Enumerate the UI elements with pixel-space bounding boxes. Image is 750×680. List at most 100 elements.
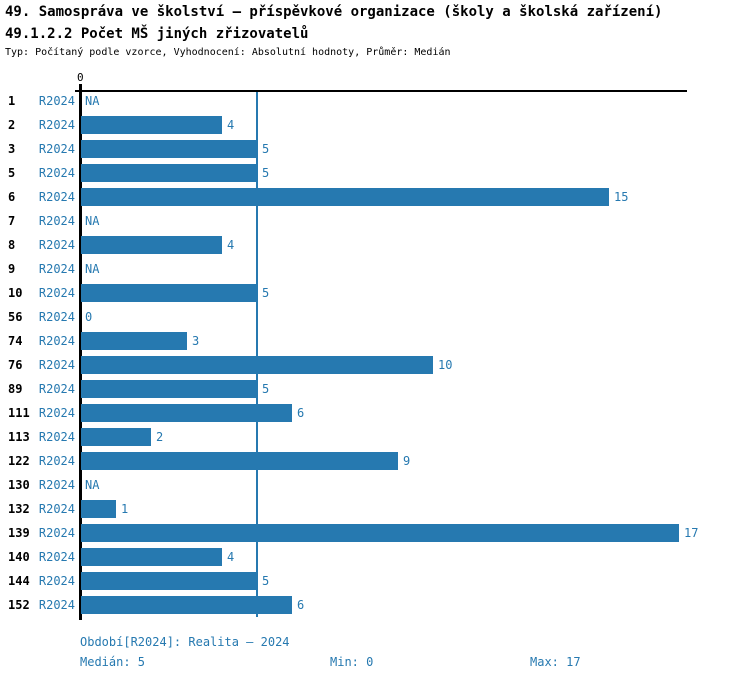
- bar: [81, 140, 257, 158]
- row-category-label: 152: [8, 598, 30, 612]
- bar-row: 122 R2024 9: [0, 449, 750, 473]
- bar: [81, 284, 257, 302]
- row-series-label: R2024: [38, 142, 75, 156]
- bar-row: 8 R2024 4: [0, 233, 750, 257]
- row-category-label: 9: [8, 262, 16, 276]
- bar-row: 5 R2024 5: [0, 161, 750, 185]
- bar-row: 144 R2024 5: [0, 569, 750, 593]
- page-title: 49. Samospráva ve školství – příspěvkové…: [5, 4, 663, 20]
- bar-value-label: 5: [262, 286, 270, 300]
- bar: [81, 572, 257, 590]
- row-category-label: 5: [8, 166, 16, 180]
- row-series-label: R2024: [38, 598, 75, 612]
- bar-value-label: 5: [262, 142, 270, 156]
- bar-value-label: 0: [85, 310, 93, 324]
- row-series-label: R2024: [38, 310, 75, 324]
- row-series-label: R2024: [38, 214, 75, 228]
- row-category-label: 7: [8, 214, 16, 228]
- bar-value-label: 6: [297, 598, 305, 612]
- bar-value-label: 3: [192, 334, 200, 348]
- bar: [81, 404, 292, 422]
- bar: [81, 116, 222, 134]
- bar: [81, 164, 257, 182]
- row-series-label: R2024: [38, 478, 75, 492]
- bar: [81, 500, 116, 518]
- x-axis-line: [75, 90, 687, 92]
- row-series-label: R2024: [38, 502, 75, 516]
- row-series-label: R2024: [38, 526, 75, 540]
- row-category-label: 8: [8, 238, 16, 252]
- row-series-label: R2024: [38, 94, 75, 108]
- row-category-label: 2: [8, 118, 16, 132]
- row-category-label: 10: [8, 286, 23, 300]
- bar-row: 111 R2024 6: [0, 401, 750, 425]
- row-series-label: R2024: [38, 166, 75, 180]
- row-category-label: 122: [8, 454, 30, 468]
- bar: [81, 188, 609, 206]
- bar-row: 3 R2024 5: [0, 137, 750, 161]
- bar-row: 1 R2024 NA: [0, 89, 750, 113]
- bar-row: 2 R2024 4: [0, 113, 750, 137]
- bar-value-label: 1: [121, 502, 129, 516]
- bar-row: 76 R2024 10: [0, 353, 750, 377]
- bar: [81, 356, 433, 374]
- row-category-label: 111: [8, 406, 30, 420]
- bar-value-label: NA: [85, 214, 100, 228]
- row-series-label: R2024: [38, 454, 75, 468]
- bar-value-label: NA: [85, 262, 100, 276]
- row-series-label: R2024: [38, 334, 75, 348]
- bar-value-label: 4: [227, 550, 235, 564]
- row-series-label: R2024: [38, 550, 75, 564]
- bar-row: 140 R2024 4: [0, 545, 750, 569]
- bar-value-label: 5: [262, 166, 270, 180]
- bar: [81, 236, 222, 254]
- row-series-label: R2024: [38, 430, 75, 444]
- row-series-label: R2024: [38, 190, 75, 204]
- median-line: [256, 92, 258, 617]
- row-category-label: 76: [8, 358, 23, 372]
- bar: [81, 332, 187, 350]
- row-category-label: 144: [8, 574, 30, 588]
- bar-row: 9 R2024 NA: [0, 257, 750, 281]
- bar-row: 130 R2024 NA: [0, 473, 750, 497]
- bar-value-label: 17: [684, 526, 699, 540]
- row-category-label: 74: [8, 334, 23, 348]
- bar: [81, 596, 292, 614]
- bar: [81, 452, 398, 470]
- row-category-label: 56: [8, 310, 23, 324]
- chart-meta-info: Typ: Počítaný podle vzorce, Vyhodnocení:…: [5, 47, 451, 58]
- bar-value-label: NA: [85, 94, 100, 108]
- row-series-label: R2024: [38, 238, 75, 252]
- row-series-label: R2024: [38, 406, 75, 420]
- row-category-label: 113: [8, 430, 30, 444]
- bar-value-label: 4: [227, 118, 235, 132]
- bar-value-label: 2: [156, 430, 164, 444]
- row-series-label: R2024: [38, 574, 75, 588]
- bar-value-label: 15: [614, 190, 629, 204]
- bar: [81, 428, 151, 446]
- bar-row: 152 R2024 6: [0, 593, 750, 617]
- bar-value-label: 5: [262, 574, 270, 588]
- bar-row: 74 R2024 3: [0, 329, 750, 353]
- bar-value-label: 9: [403, 454, 411, 468]
- row-series-label: R2024: [38, 118, 75, 132]
- bar-value-label: 6: [297, 406, 305, 420]
- period-label: Období[R2024]: Realita – 2024: [80, 635, 290, 649]
- min-stat-label: Min: 0: [330, 655, 374, 669]
- row-category-label: 89: [8, 382, 23, 396]
- row-category-label: 1: [8, 94, 16, 108]
- row-series-label: R2024: [38, 286, 75, 300]
- bar-row: 7 R2024 NA: [0, 209, 750, 233]
- bar-row: 6 R2024 15: [0, 185, 750, 209]
- row-series-label: R2024: [38, 358, 75, 372]
- bar-row: 132 R2024 1: [0, 497, 750, 521]
- page-subtitle: 49.1.2.2 Počet MŠ jiných zřizovatelů: [5, 26, 309, 42]
- row-category-label: 140: [8, 550, 30, 564]
- bar: [81, 548, 222, 566]
- bar: [81, 524, 679, 542]
- bar-value-label: 10: [438, 358, 453, 372]
- y-axis-line: [79, 84, 82, 620]
- bar-value-label: 4: [227, 238, 235, 252]
